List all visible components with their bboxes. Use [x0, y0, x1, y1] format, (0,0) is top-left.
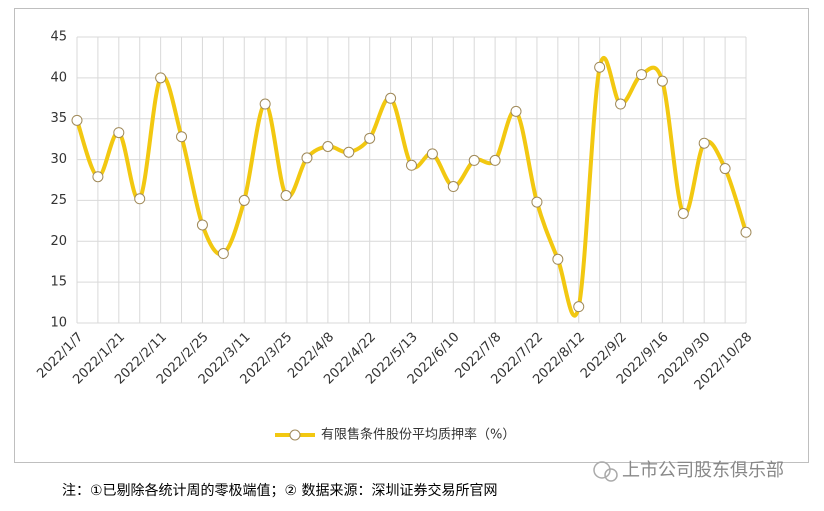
watermark: 上市公司股东俱乐部 — [622, 460, 784, 481]
data-point — [468, 154, 480, 166]
data-point — [385, 92, 397, 104]
data-point — [113, 127, 125, 139]
data-point — [698, 137, 710, 149]
footnote: 注：①已剔除各统计周的零极端值；② 数据来源：深圳证券交易所官网 — [62, 482, 498, 499]
data-point — [92, 171, 104, 183]
data-point — [635, 69, 647, 81]
data-point — [740, 226, 752, 238]
y-tick-label: 25 — [50, 193, 67, 208]
data-point — [447, 181, 459, 193]
data-point — [238, 194, 250, 206]
data-point — [531, 196, 543, 208]
y-tick-label: 15 — [50, 275, 67, 290]
chart-border — [14, 8, 809, 463]
data-point — [552, 253, 564, 265]
data-point — [406, 159, 417, 171]
y-tick-label: 10 — [50, 316, 67, 331]
y-tick-label: 20 — [50, 234, 67, 249]
legend-label: 有限售条件股份平均质押率（%） — [321, 427, 515, 443]
data-point — [510, 105, 522, 117]
data-point — [615, 98, 627, 110]
data-point — [155, 72, 167, 84]
data-point — [594, 61, 606, 73]
data-point — [322, 140, 334, 152]
data-point — [301, 152, 313, 164]
data-point — [426, 148, 438, 160]
y-tick-label: 40 — [50, 70, 67, 85]
data-point — [196, 219, 208, 231]
data-point — [573, 301, 585, 313]
data-point — [134, 193, 146, 205]
legend-marker — [289, 429, 301, 441]
y-tick-label: 35 — [50, 111, 67, 126]
data-point — [343, 146, 355, 158]
data-point — [71, 114, 83, 126]
y-tick-label: 30 — [50, 152, 67, 167]
data-point — [656, 75, 668, 87]
data-point — [176, 131, 188, 143]
watermark-icon — [593, 461, 618, 482]
data-point — [217, 248, 229, 260]
data-point — [280, 190, 292, 202]
data-point — [259, 98, 271, 110]
data-point — [677, 208, 689, 220]
data-point — [719, 163, 731, 175]
y-tick-label: 45 — [50, 30, 67, 45]
data-point — [364, 132, 376, 144]
data-point — [489, 154, 501, 166]
